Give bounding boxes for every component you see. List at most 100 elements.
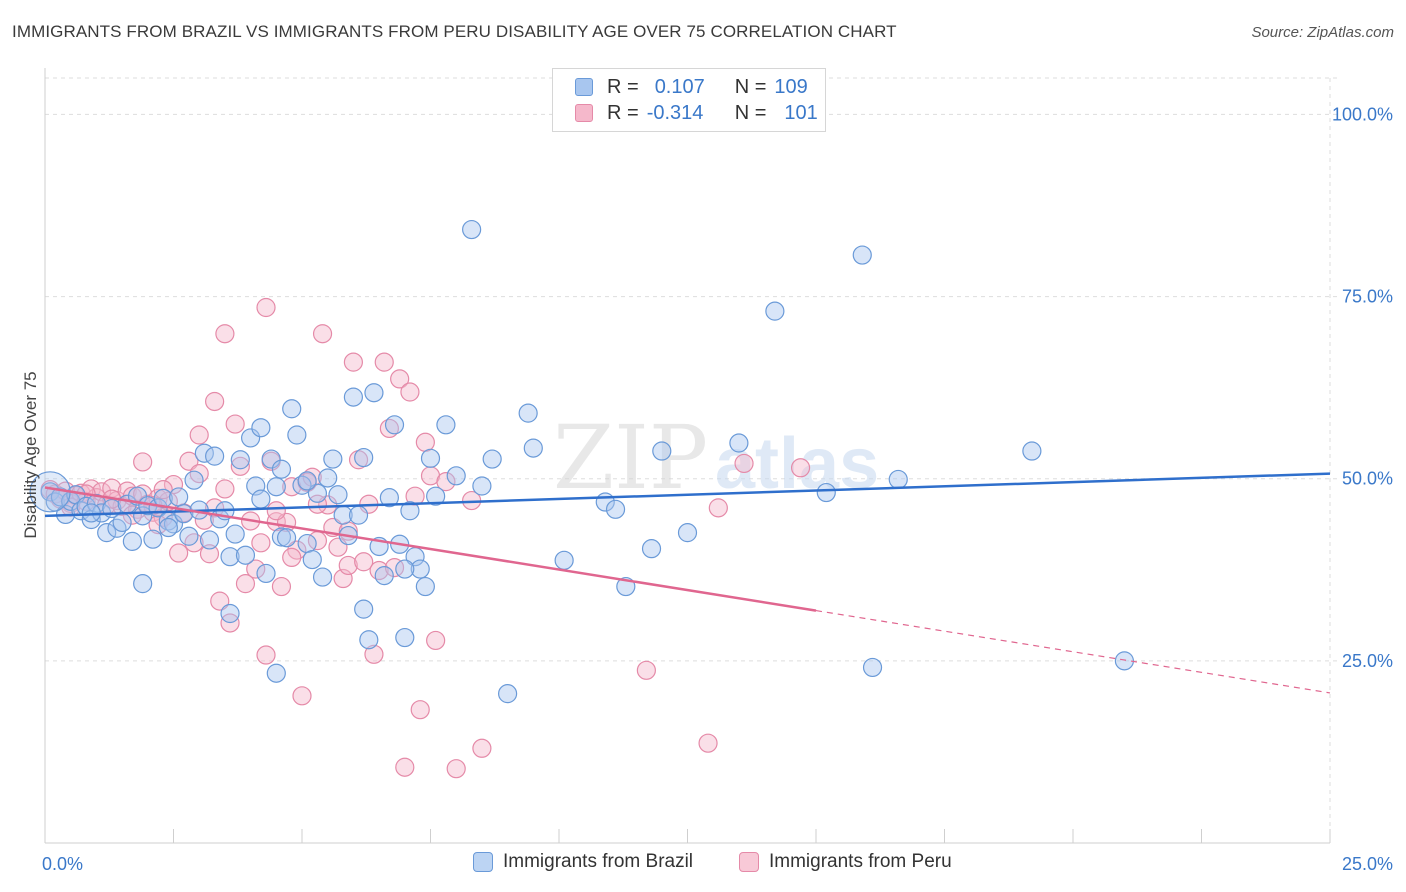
point-peru: [215, 324, 235, 344]
point-peru: [256, 645, 276, 665]
series-legend-peru[interactable]: Immigrants from Peru: [739, 851, 952, 873]
point-brazil: [220, 603, 240, 624]
point-brazil: [523, 438, 543, 458]
point-brazil: [302, 549, 322, 570]
legend-r-label: R =: [607, 101, 639, 124]
legend-n-value-peru: 101: [784, 101, 818, 124]
point-brazil: [482, 449, 502, 469]
point-brazil: [862, 657, 883, 678]
point-peru: [405, 486, 425, 506]
correlation-legend: R = 0.107 N = 109 R = -0.314 N = 101: [552, 68, 826, 132]
series-label-peru: Immigrants from Peru: [769, 851, 952, 872]
series-legend-brazil[interactable]: Immigrants from Brazil: [473, 851, 693, 873]
point-brazil: [107, 518, 127, 538]
point-peru: [225, 414, 245, 434]
point-peru: [266, 501, 286, 521]
legend-r-value-peru: -0.314: [646, 101, 704, 124]
legend-n-value-brazil: 109: [774, 75, 808, 98]
point-peru: [410, 700, 430, 720]
point-brazil: [364, 383, 384, 403]
point-brazil: [852, 245, 872, 265]
point-brazil: [205, 446, 225, 466]
point-peru: [256, 297, 276, 318]
point-peru: [169, 543, 189, 563]
point-brazil: [287, 425, 307, 445]
point-peru: [369, 560, 389, 581]
point-brazil: [498, 684, 518, 704]
point-peru: [472, 738, 492, 758]
legend-swatch-peru: [575, 104, 593, 122]
point-peru: [395, 757, 415, 777]
point-brazil: [158, 517, 178, 538]
point-peru: [282, 547, 302, 568]
point-brazil: [235, 545, 256, 565]
point-brazil: [816, 482, 836, 503]
point-peru: [390, 369, 410, 389]
series-swatch-brazil: [473, 852, 493, 872]
point-peru: [446, 759, 466, 779]
point-peru: [415, 432, 435, 452]
point-peru: [251, 533, 271, 553]
point-brazil: [199, 530, 220, 550]
point-peru: [307, 494, 328, 514]
point-brazil: [888, 469, 908, 490]
point-brazil: [261, 449, 281, 469]
point-brazil: [282, 399, 302, 419]
point-brazil: [554, 550, 574, 570]
point-brazil: [122, 531, 142, 551]
point-brazil: [1022, 441, 1042, 461]
point-brazil: [518, 403, 538, 423]
series-label-brazil: Immigrants from Brazil: [503, 851, 694, 872]
point-brazil: [400, 501, 420, 521]
series-legend: Immigrants from Brazil Immigrants from P…: [0, 848, 1406, 878]
y-tick-label: 25.0%: [1342, 651, 1393, 671]
point-peru: [790, 458, 811, 478]
y-axis-label: Disability Age Over 75: [21, 371, 40, 538]
point-brazil: [348, 505, 369, 525]
point-brazil: [220, 547, 240, 567]
point-peru: [163, 474, 184, 495]
point-brazil: [472, 476, 492, 496]
point-peru: [734, 453, 754, 474]
trend-line-peru: [44, 486, 817, 612]
point-brazil: [271, 527, 292, 547]
point-brazil: [395, 627, 415, 648]
point-peru: [215, 479, 235, 499]
point-brazil: [266, 477, 286, 497]
point-brazil: [446, 466, 466, 486]
legend-n-label: N =: [734, 75, 767, 98]
point-peru: [426, 630, 446, 651]
point-brazil: [112, 512, 132, 533]
point-brazil: [384, 415, 405, 435]
point-brazil: [251, 489, 271, 509]
y-tick-label: 75.0%: [1342, 287, 1393, 307]
point-peru: [230, 456, 250, 476]
point-brazil: [323, 449, 343, 469]
point-brazil: [354, 599, 374, 619]
point-brazil: [379, 488, 399, 508]
point-brazil: [359, 630, 379, 650]
point-brazil: [271, 459, 292, 479]
trend-lines: [44, 472, 1331, 694]
point-peru: [379, 418, 399, 439]
point-peru: [698, 733, 718, 753]
point-brazil: [307, 483, 328, 503]
y-tick-labels: 25.0% 50.0% 75.0% 100.0%: [1332, 104, 1393, 670]
watermark: ZIP atlas: [553, 406, 879, 509]
point-brazil: [184, 470, 204, 490]
legend-n-label: N =: [734, 101, 767, 124]
point-peru: [354, 552, 374, 572]
point-peru: [436, 472, 456, 492]
point-brazil: [729, 433, 749, 453]
point-brazil: [163, 514, 184, 534]
legend-row-peru: R = -0.314 N = 101: [575, 100, 818, 126]
source-label: Source: ZipAtlas.com: [1251, 24, 1394, 41]
point-brazil: [410, 559, 430, 579]
legend-row-brazil: R = 0.107 N = 109: [575, 74, 808, 100]
point-brazil: [256, 563, 276, 584]
point-peru: [400, 382, 420, 402]
point-brazil: [605, 499, 626, 519]
point-brazil: [297, 471, 317, 491]
point-peru: [292, 686, 312, 706]
